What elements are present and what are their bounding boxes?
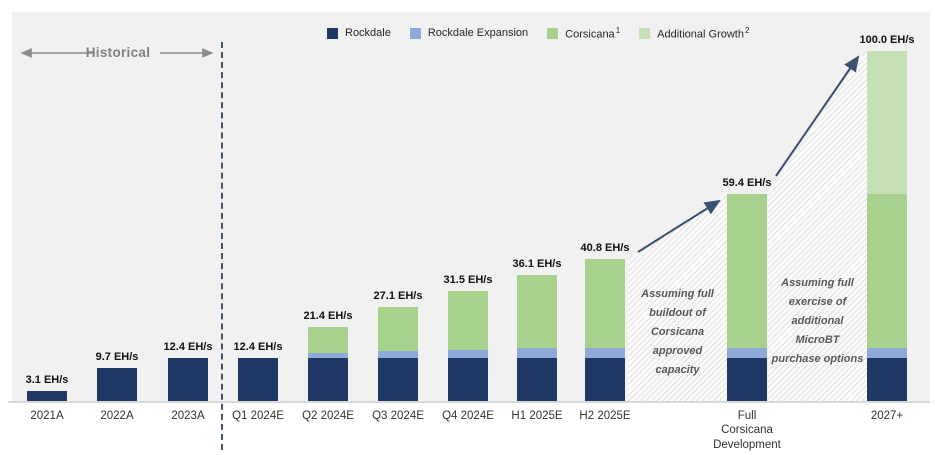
- segment-corsicana: [378, 306, 418, 352]
- segment-rockdale: [308, 358, 348, 402]
- x-label-q1-2024e: Q1 2024E: [232, 410, 284, 422]
- bar-h2-2025e: [585, 258, 625, 402]
- legend-item-corsicana: Corsicana1: [547, 26, 620, 41]
- annotation-corsicana-buildout: Assuming full buildout of Corsicana appr…: [641, 288, 714, 376]
- value-label-q2-2024e: 21.4 EH/s: [303, 309, 353, 322]
- bar-q1-2024e: [238, 358, 278, 402]
- bar-2021a: [27, 391, 67, 402]
- legend-item-additional-growth: Additional Growth2: [639, 26, 749, 41]
- value-label-q3-2024e: 27.1 EH/s: [373, 289, 423, 302]
- bar-2022a: [97, 367, 137, 402]
- bar-q3-2024e: [378, 306, 418, 402]
- bar-q2-2024e: [308, 326, 348, 402]
- legend-label: Corsicana1: [565, 26, 621, 41]
- segment-rockdale: [378, 358, 418, 402]
- segment-rockdale-expansion: [517, 347, 557, 359]
- segment-rockdale-expansion: [727, 347, 767, 359]
- x-label-full-corsicana-development: Full Corsicana Development: [713, 410, 781, 451]
- segment-rockdale: [727, 358, 767, 402]
- segment-rockdale: [168, 358, 208, 402]
- segment-corsicana: [585, 258, 625, 348]
- segment-corsicana: [448, 291, 488, 350]
- segment-corsicana: [517, 275, 557, 348]
- x-label-2022a: 2022A: [100, 410, 134, 422]
- value-label-h1-2025e: 36.1 EH/s: [512, 258, 562, 271]
- legend-color-chip: [327, 27, 338, 39]
- bar-h1-2025e: [517, 275, 557, 402]
- value-label-2022a: 9.7 EH/s: [95, 350, 139, 363]
- segment-rockdale-expansion: [585, 347, 625, 359]
- value-label-q1-2024e: 12.4 EH/s: [233, 341, 283, 354]
- segment-rockdale-expansion: [308, 353, 348, 359]
- bar-2027-: [867, 51, 907, 402]
- segment-rockdale-expansion: [448, 349, 488, 359]
- historical-divider-line: [221, 42, 223, 450]
- value-label-2027-: 100.0 EH/s: [859, 34, 915, 46]
- legend: Rockdale Rockdale Expansion Corsicana1 Addi…: [327, 26, 749, 41]
- value-label-h2-2025e: 40.8 EH/s: [580, 241, 630, 254]
- x-label-q4-2024e: Q4 2024E: [442, 410, 494, 422]
- segment-corsicana: [308, 326, 348, 354]
- legend-color-chip: [547, 27, 559, 39]
- value-label-2023a: 12.4 EH/s: [163, 341, 213, 354]
- segment-rockdale: [517, 358, 557, 402]
- x-label-2027-: 2027+: [870, 410, 904, 422]
- legend-label: Additional Growth2: [657, 26, 750, 41]
- segment-rockdale: [867, 358, 907, 402]
- bar-q4-2024e: [448, 291, 488, 402]
- segment-corsicana: [867, 193, 907, 348]
- bar-2023a: [168, 358, 208, 402]
- segment-rockdale: [448, 358, 488, 402]
- segment-rockdale: [27, 391, 67, 402]
- segment-corsicana: [727, 193, 767, 348]
- x-label-q3-2024e: Q3 2024E: [372, 410, 424, 422]
- legend-color-chip: [409, 27, 421, 39]
- value-label-2021a: 3.1 EH/s: [25, 374, 69, 387]
- legend-item-rockdale: Rockdale: [327, 27, 391, 39]
- legend-label: Rockdale: [345, 27, 391, 40]
- value-label-q4-2024e: 31.5 EH/s: [443, 274, 493, 287]
- segment-rockdale: [585, 358, 625, 402]
- legend-color-chip: [639, 27, 651, 39]
- x-label-2023a: 2023A: [171, 410, 205, 422]
- value-label-full-corsicana-development: 59.4 EH/s: [722, 176, 772, 189]
- x-label-h1-2025e: H1 2025E: [511, 410, 563, 422]
- bar-full-corsicana-development: [727, 193, 767, 402]
- x-label-q2-2024e: Q2 2024E: [302, 410, 354, 422]
- historical-label: Historical: [85, 45, 151, 60]
- x-label-2021a: 2021A: [30, 410, 64, 422]
- legend-item-rockdale-expansion: Rockdale Expansion: [409, 27, 529, 40]
- segment-rockdale: [238, 358, 278, 402]
- segment-rockdale-expansion: [378, 351, 418, 359]
- x-axis-line: [8, 401, 930, 403]
- legend-label: Rockdale Expansion: [427, 27, 529, 40]
- segment-rockdale-expansion: [867, 347, 907, 359]
- segment-rockdale: [97, 367, 137, 402]
- segment-additional-growth: [867, 51, 907, 194]
- annotation-microbt-options: Assuming full exercise of additional Mic…: [771, 277, 864, 365]
- x-label-h2-2025e: H2 2025E: [579, 410, 631, 422]
